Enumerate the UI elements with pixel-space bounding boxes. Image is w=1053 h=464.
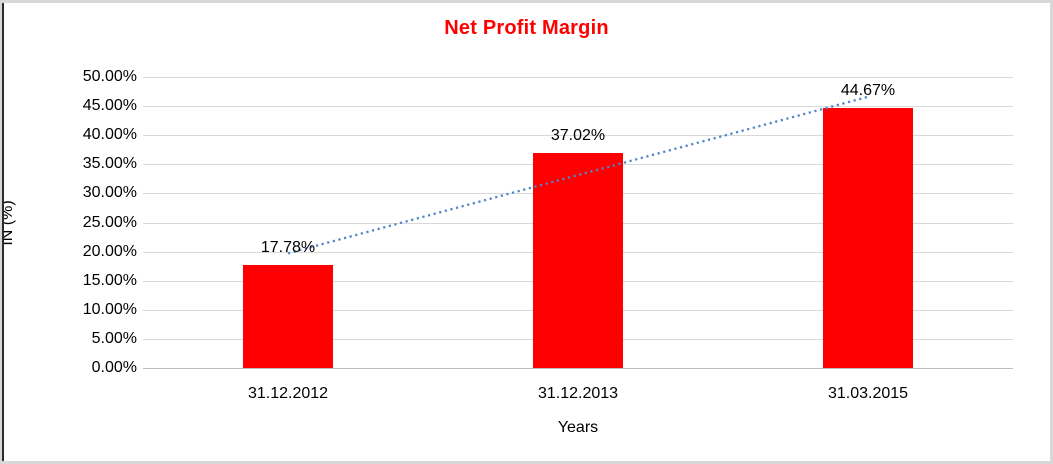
y-tick-label: 40.00% [82,126,137,143]
y-tick-label: 30.00% [82,184,137,201]
y-tick-label: 5.00% [91,330,137,347]
x-tick-label: 31.12.2012 [247,385,329,402]
data-label: 17.78% [260,239,316,256]
data-label: 44.67% [840,82,896,99]
frame-border-top [0,0,1053,3]
y-tick-label: 10.00% [82,301,137,318]
frame-border-bottom [0,461,1053,464]
x-tick-label: 31.03.2015 [827,385,909,402]
bar-31.12.2013[interactable] [533,153,623,368]
y-tick-label: 0.00% [91,359,137,376]
y-tick-label: 20.00% [82,243,137,260]
chart-title: Net Profit Margin [444,17,609,39]
frame-border-right [1050,0,1053,464]
gridline [143,77,1013,78]
y-tick-label: 45.00% [82,97,137,114]
y-tick-label: 25.00% [82,214,137,231]
frame-border-left-accent [2,3,4,461]
y-tick-label: 50.00% [82,68,137,85]
x-tick-label: 31.12.2013 [537,385,619,402]
y-tick-label: 35.00% [82,155,137,172]
x-axis-line [143,368,1013,369]
y-tick-label: 15.00% [82,272,137,289]
gridline [143,106,1013,107]
frame-border-left [0,0,2,464]
bar-31.03.2015[interactable] [823,108,913,368]
x-axis-title: Years [557,419,599,436]
bar-31.12.2012[interactable] [243,265,333,368]
data-label: 37.02% [550,127,606,144]
